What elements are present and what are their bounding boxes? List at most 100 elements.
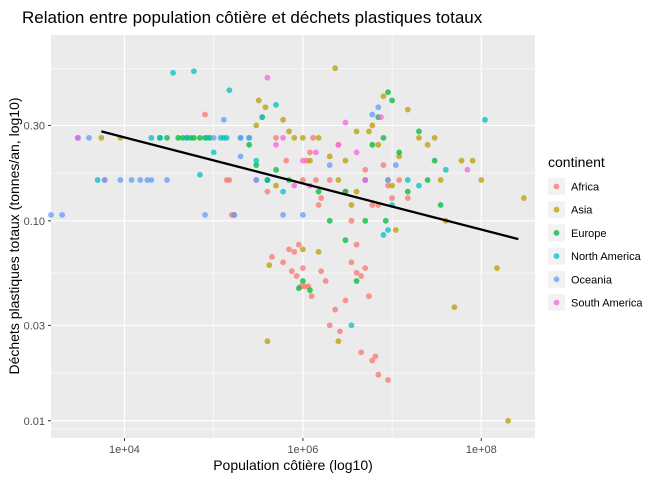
data-point-africa <box>286 246 292 253</box>
legend-symbol-asia <box>553 206 560 213</box>
data-point-europe <box>342 237 349 244</box>
data-point-north-america <box>226 87 233 94</box>
data-point-oceania <box>48 212 54 218</box>
data-point-south-america <box>335 141 342 148</box>
data-point-africa <box>353 269 360 276</box>
data-point-asia <box>431 134 438 141</box>
legend: continent Africa Asia Europe North America O… <box>548 154 643 311</box>
y-tick-label: 0.03 <box>24 320 45 332</box>
x-tick-label: 1e+08 <box>466 444 497 456</box>
data-point-north-america <box>380 232 387 238</box>
data-point-asia <box>273 182 279 189</box>
data-point-europe <box>369 141 376 148</box>
data-point-south-america <box>378 114 384 121</box>
data-point-oceania <box>237 153 244 160</box>
data-point-asia <box>424 141 431 148</box>
trend-line-group <box>101 130 519 241</box>
data-point-asia <box>437 177 444 183</box>
data-point-asia <box>307 157 313 164</box>
data-point-north-america <box>148 134 155 141</box>
data-point-africa <box>322 278 329 284</box>
data-point-north-america <box>223 134 230 141</box>
data-point-africa <box>389 195 395 201</box>
data-point-asia <box>342 157 349 164</box>
data-point-asia <box>266 262 273 269</box>
data-point-oceania <box>101 177 108 183</box>
data-point-asia <box>416 134 422 141</box>
data-point-asia <box>505 417 512 424</box>
scatter-points <box>48 65 527 424</box>
data-point-oceania <box>144 177 151 183</box>
data-point-europe <box>315 188 322 195</box>
data-point-africa <box>318 195 325 201</box>
data-point-europe <box>385 89 391 96</box>
data-point-africa <box>226 177 233 183</box>
data-point-asia <box>451 304 458 311</box>
data-point-africa <box>348 217 355 224</box>
data-point-asia <box>286 128 292 135</box>
data-point-africa <box>291 248 298 255</box>
data-point-oceania <box>280 212 287 218</box>
data-point-north-america <box>404 177 411 183</box>
data-point-asia <box>335 338 342 345</box>
data-point-africa <box>404 195 411 201</box>
data-point-oceania <box>164 177 170 183</box>
y-tick-label: 0.01 <box>24 416 45 428</box>
data-point-north-america <box>196 171 203 178</box>
legend-symbol-north-america <box>553 253 560 259</box>
data-point-africa <box>313 177 319 183</box>
data-point-europe <box>196 134 203 141</box>
data-point-europe <box>164 134 170 141</box>
data-point-oceania <box>137 177 144 183</box>
data-point-oceania <box>86 134 92 141</box>
data-point-africa <box>326 322 333 329</box>
data-point-asia <box>348 202 355 208</box>
data-point-africa <box>385 182 391 189</box>
data-point-south-america <box>299 157 306 164</box>
data-point-asia <box>255 97 262 104</box>
data-point-asia <box>262 104 269 111</box>
data-point-asia <box>389 182 395 189</box>
data-point-oceania <box>237 134 244 141</box>
data-point-europe <box>179 134 186 141</box>
data-point-europe <box>424 177 431 183</box>
data-point-asia <box>315 248 322 255</box>
data-point-north-america <box>204 134 211 141</box>
data-point-oceania <box>253 177 260 183</box>
data-point-africa <box>299 265 306 272</box>
data-point-europe <box>326 217 333 224</box>
data-point-oceania <box>59 212 66 218</box>
data-point-europe <box>380 134 387 141</box>
data-point-africa <box>264 188 271 195</box>
data-point-africa <box>396 177 403 183</box>
data-point-south-america <box>74 134 81 141</box>
data-point-north-america <box>280 188 287 195</box>
legend-symbol-south-america <box>553 299 560 306</box>
data-point-north-america <box>482 116 488 123</box>
data-point-europe <box>295 285 302 292</box>
legend-symbol-europe <box>553 230 560 236</box>
data-point-north-america <box>210 149 217 156</box>
data-point-south-america <box>264 74 271 81</box>
data-point-oceania <box>375 104 382 111</box>
grid <box>51 35 535 438</box>
data-point-europe <box>299 278 306 284</box>
data-point-south-america <box>291 182 298 189</box>
plot-panel <box>51 35 535 438</box>
data-point-europe <box>246 141 253 148</box>
data-point-africa <box>308 293 315 300</box>
data-point-africa <box>385 377 391 383</box>
data-point-africa <box>273 134 279 141</box>
y-axis-title: Déchets plastiques totaux (tonnes/an, lo… <box>6 97 22 374</box>
data-point-africa <box>326 177 333 183</box>
data-point-africa <box>293 273 300 279</box>
data-point-oceania <box>202 212 208 218</box>
x-tick-label: 1e+04 <box>109 444 140 456</box>
x-tick-label: 1e+06 <box>287 444 318 456</box>
data-point-south-america <box>362 177 369 183</box>
data-point-oceania <box>210 134 217 141</box>
data-point-asia <box>291 134 298 141</box>
data-point-africa <box>369 202 376 208</box>
data-point-asia <box>299 134 306 141</box>
data-point-europe <box>175 134 182 141</box>
